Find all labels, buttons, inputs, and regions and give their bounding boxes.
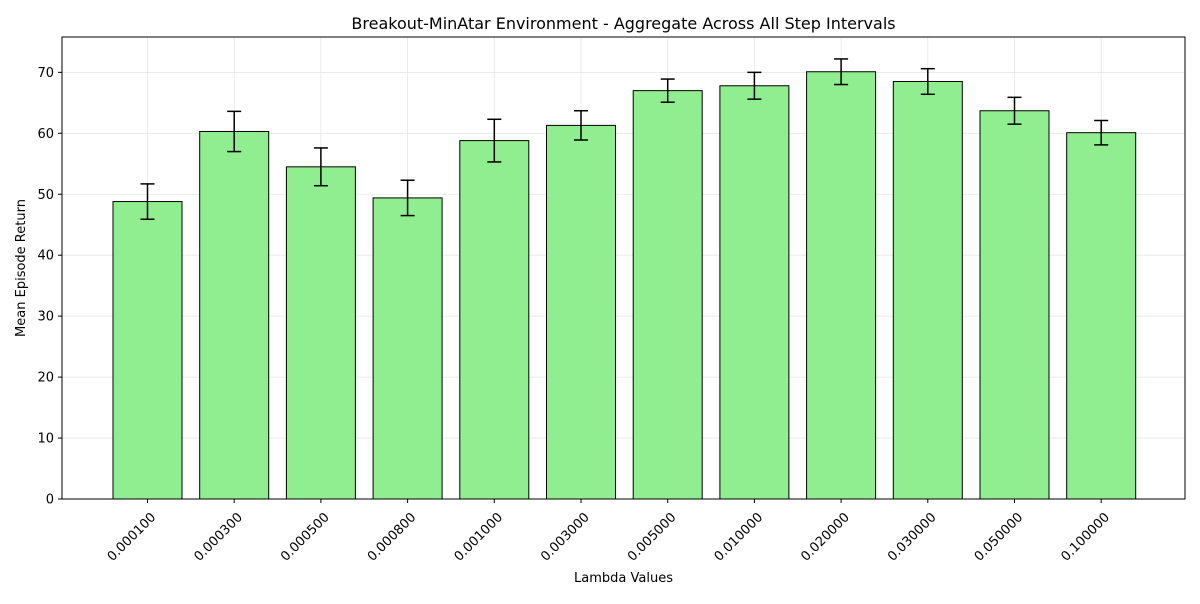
bar-0.001000 [459,140,530,500]
error-bars-layer [140,58,1109,220]
bar-0.050000 [979,110,1050,500]
bar-0.030000 [892,80,963,500]
x-tick-label: 0.003000 [538,510,592,564]
bar-0.000100 [112,201,183,500]
x-tick-label: 0.010000 [712,510,766,564]
bar-0.020000 [806,71,877,500]
y-tick-label: 20 [37,371,54,386]
x-axis-ticks: 0.000100 0.000300 0.000500 0.000800 0.001000… [105,499,1113,565]
x-tick-label: 0.000100 [105,510,159,564]
x-tick-label: 0.100000 [1058,510,1112,564]
bar-0.000300 [199,130,270,500]
x-tick-label: 0.030000 [885,510,939,564]
x-axis-label: Lambda Values [574,571,673,586]
y-axis-ticks: 0 10 20 30 40 50 60 70 [37,66,62,508]
bar-0.100000 [1066,132,1137,500]
bar-0.010000 [719,85,790,500]
x-tick-label: 0.050000 [972,510,1026,564]
y-tick-label: 0 [46,493,54,508]
y-axis-label: Mean Episode Return [14,199,29,337]
bar-0.000800 [372,197,443,500]
y-tick-label: 60 [37,127,54,142]
x-tick-label: 0.000300 [191,510,245,564]
bar-0.003000 [546,124,616,500]
plot-frame [61,36,1186,500]
x-tick-label: 0.000500 [278,510,332,564]
y-tick-label: 40 [37,249,54,264]
x-tick-label: 0.005000 [625,510,679,564]
y-tick-label: 70 [37,66,54,81]
chart-title: Breakout-MinAtar Environment - Aggregate… [351,14,895,33]
x-tick-label: 0.001000 [452,510,506,564]
y-tick-label: 10 [37,432,54,447]
bar-0.005000 [632,90,703,500]
x-tick-label: 0.020000 [798,510,852,564]
x-tick-label: 0.000800 [365,510,419,564]
bars-layer [112,71,1137,500]
y-tick-label: 30 [37,310,54,325]
y-tick-label: 50 [37,188,54,203]
bar-0.000500 [285,166,356,500]
